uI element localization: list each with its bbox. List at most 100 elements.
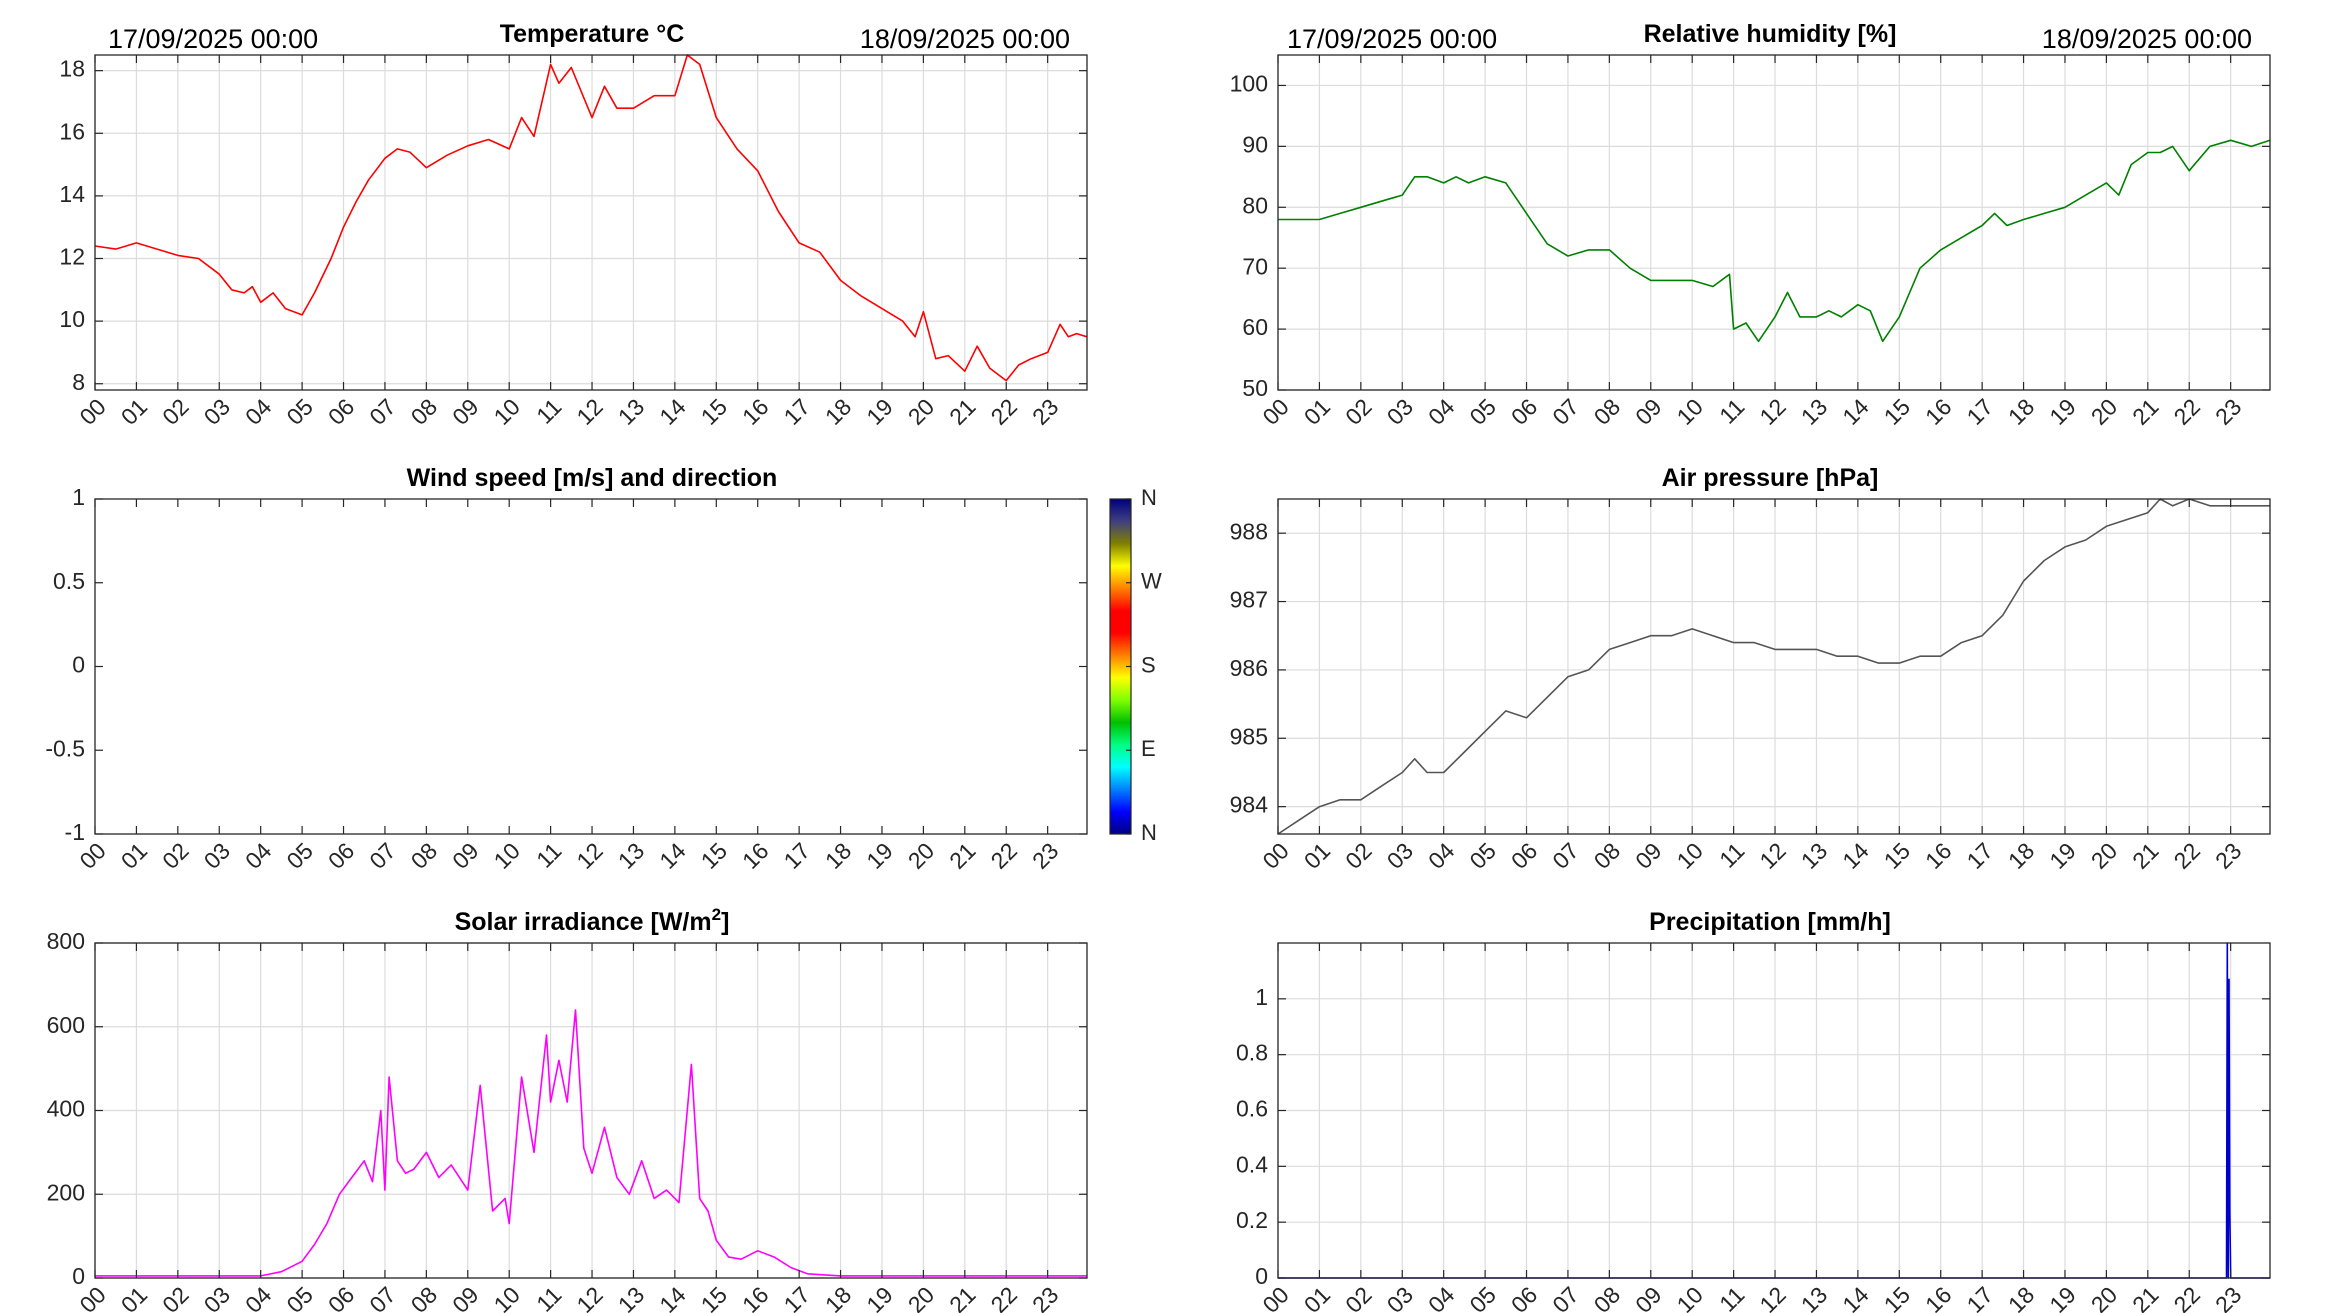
x-tick-label: 17: [1961, 837, 1997, 873]
x-tick-label: 14: [1837, 837, 1874, 874]
x-tick-label: 18: [2003, 1281, 2039, 1313]
x-tick-label: 23: [2210, 837, 2246, 873]
humidity-title: Relative humidity [%]: [1644, 20, 1897, 48]
pressure-plot: 00 01 02 03 04 05 06 07 08 09 10 11 12 13 14 15 16 17 18 19…: [1230, 498, 2271, 874]
x-tick-label: 13: [613, 393, 649, 429]
x-tick-label: 16: [1920, 837, 1956, 873]
x-tick-label: 21: [944, 393, 980, 429]
x-tick-label: 20: [2086, 393, 2122, 429]
y-tick-label: 986: [1230, 655, 1268, 681]
x-tick-label: 21: [2127, 837, 2163, 873]
y-tick-label: 16: [59, 118, 85, 144]
x-tick-label: 13: [1796, 1281, 1832, 1313]
x-tick-label: 06: [1506, 393, 1542, 429]
y-tick-label: -1: [65, 819, 85, 845]
x-tick-label: 21: [944, 1281, 980, 1313]
x-tick-label: 19: [2044, 837, 2080, 873]
solar-plot: 00 01 02 03 04 05 06 07 08 09 10 11 12 13 14 15 16 17 18 19…: [47, 928, 1088, 1313]
x-tick-label: 18: [820, 393, 856, 429]
y-tick-label: 80: [1242, 192, 1268, 218]
x-tick-label: 01: [1299, 837, 1335, 873]
x-tick-label: 03: [199, 1281, 235, 1313]
y-tick-label: 0.4: [1236, 1151, 1268, 1177]
x-tick-label: 14: [1837, 1281, 1874, 1313]
x-tick-label: 11: [531, 393, 566, 428]
x-tick-label: 06: [323, 1281, 359, 1313]
y-tick-label: 0: [72, 652, 85, 678]
x-tick-label: 19: [2044, 393, 2080, 429]
x-tick-label: 06: [323, 393, 359, 429]
solar-title-main: Solar irradiance [W/m: [455, 908, 712, 936]
y-tick-label: 1: [1255, 984, 1268, 1010]
x-tick-label: 01: [1299, 393, 1335, 429]
x-tick-label: 18: [820, 1281, 856, 1313]
x-tick-label: 20: [903, 837, 939, 873]
y-tick-label: 984: [1230, 792, 1269, 818]
y-tick-label: 10: [59, 306, 85, 332]
x-tick-label: 10: [1672, 837, 1708, 873]
x-tick-label: 20: [903, 393, 939, 429]
solar-panel: Solar irradiance [W/m2] 00 01 02 03 04 05 06 07…: [47, 905, 1088, 1313]
solar-title-end: ]: [721, 908, 729, 936]
x-tick-label: 05: [281, 1281, 317, 1313]
precip-title: Precipitation [mm/h]: [1649, 908, 1891, 936]
x-tick-label: 07: [364, 393, 400, 429]
x-tick-label: 11: [531, 837, 566, 872]
axes-frame: [94, 54, 1088, 391]
x-tick-label: 17: [1961, 1281, 1997, 1313]
humidity-panel: 17/09/2025 00:00 Relative humidity [%] 1…: [1230, 20, 2271, 430]
x-tick-label: 11: [1714, 393, 1749, 428]
x-tick-label: 19: [861, 1281, 897, 1313]
x-tick-label: 03: [1382, 837, 1418, 873]
x-tick-label: 12: [1754, 837, 1790, 873]
x-tick-label: 19: [2044, 1281, 2080, 1313]
axes-frame: [94, 498, 1088, 835]
x-tick-label: 15: [1879, 1281, 1915, 1313]
x-tick-label: 09: [447, 393, 483, 429]
x-tick-label: 05: [1464, 837, 1500, 873]
x-tick-label: 03: [199, 393, 235, 429]
x-tick-label: 09: [1630, 393, 1666, 429]
wind-panel: Wind speed [m/s] and direction 00 01 02 03 0…: [45, 464, 1162, 874]
x-tick-label: 05: [1464, 1281, 1500, 1313]
x-tick-label: 20: [2086, 837, 2122, 873]
wind-title: Wind speed [m/s] and direction: [407, 464, 778, 492]
colorbar-label: N: [1141, 820, 1157, 845]
x-tick-label: 22: [986, 837, 1022, 873]
x-tick-label: 20: [2086, 1281, 2122, 1313]
x-tick-label: 15: [1879, 393, 1915, 429]
humidity-plot: 00 01 02 03 04 05 06 07 08 09 10 11 12 13 14 15 16 17 18 19…: [1230, 54, 2271, 430]
x-tick-label: 22: [986, 393, 1022, 429]
humidity-date-start: 17/09/2025 00:00: [1287, 24, 1497, 54]
x-tick-label: 21: [2127, 1281, 2163, 1313]
x-tick-label: 02: [157, 837, 193, 873]
wind-plot: 00 01 02 03 04 05 06 07 08 09 10 11 12 13 14 15 16 17 18 19…: [45, 484, 1088, 874]
x-tick-label: 11: [1714, 837, 1749, 872]
x-tick-label: 05: [281, 393, 317, 429]
temperature-title: Temperature °C: [500, 20, 685, 48]
x-tick-label: 08: [406, 393, 442, 429]
x-tick-label: 17: [778, 1281, 814, 1313]
x-tick-label: 13: [1796, 837, 1832, 873]
wind-direction-colorbar: N W S E N: [1109, 485, 1162, 845]
x-tick-label: 11: [1714, 1281, 1749, 1313]
y-tick-label: -0.5: [45, 735, 85, 761]
x-tick-label: 10: [489, 837, 525, 873]
y-tick-label: 0: [72, 1263, 85, 1289]
y-tick-label: 0.8: [1236, 1040, 1268, 1066]
x-tick-label: 02: [1340, 393, 1376, 429]
x-tick-label: 21: [2127, 393, 2163, 429]
x-tick-label: 14: [654, 837, 691, 874]
x-tick-label: 01: [1299, 1281, 1335, 1313]
x-tick-label: 02: [157, 393, 193, 429]
x-tick-label: 23: [2210, 1281, 2246, 1313]
x-tick-label: 03: [1382, 393, 1418, 429]
solar-series-line: [95, 1009, 1087, 1277]
x-tick-label: 06: [323, 837, 359, 873]
x-tick-label: 10: [1672, 393, 1708, 429]
y-tick-label: 988: [1230, 518, 1268, 544]
precip-plot: 00 01 02 03 04 05 06 07 08 09 10 11 12 13 14 15 16 17 18 19…: [1236, 942, 2271, 1313]
x-tick-label: 04: [1423, 393, 1460, 430]
colorbar-label: N: [1141, 485, 1157, 510]
